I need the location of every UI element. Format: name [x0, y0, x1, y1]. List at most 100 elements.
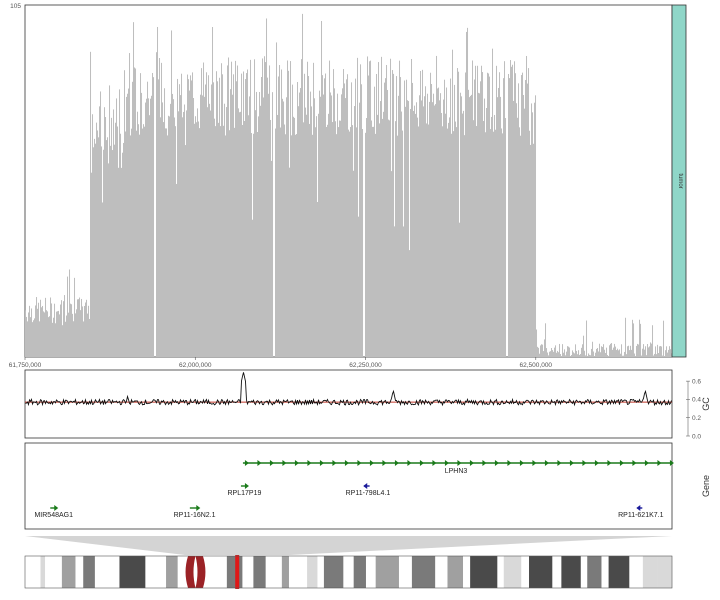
coverage-bar — [92, 114, 94, 358]
coverage-bar — [581, 347, 583, 357]
coverage-bar — [570, 355, 572, 357]
coverage-bar — [568, 346, 570, 357]
coverage-bar — [370, 60, 372, 357]
coverage-bar — [109, 85, 111, 358]
coverage-bar — [422, 69, 424, 358]
coverage-bar — [616, 350, 618, 357]
ideogram-band — [226, 556, 243, 588]
coverage-bar — [82, 306, 84, 357]
coverage-bar — [572, 350, 574, 357]
strand-arrow — [196, 505, 201, 511]
coverage-bar — [164, 88, 166, 358]
coverage-bar — [458, 71, 460, 357]
coverage-bar — [377, 114, 379, 357]
coverage-bar — [88, 305, 90, 357]
coverage-bar — [159, 58, 161, 358]
coverage-bar — [254, 59, 256, 358]
coverage-track: 105 61,750,000 62,000,000 62,250,000 62,500… — [9, 3, 687, 369]
coverage-bar — [528, 68, 530, 358]
coverage-bar — [136, 130, 138, 357]
coverage-bar — [424, 96, 426, 357]
coverage-bar — [85, 302, 87, 357]
coverage-bar — [615, 346, 617, 357]
coverage-bar — [42, 305, 44, 357]
coverage-bar — [102, 202, 104, 357]
coverage-bar — [156, 52, 158, 357]
coverage-bar — [169, 116, 171, 358]
coverage-bar — [565, 355, 567, 357]
coverage-bar — [399, 60, 401, 357]
coverage-bar — [531, 103, 533, 357]
ideogram-band — [580, 556, 588, 588]
coverage-bar — [354, 106, 356, 357]
coverage-bar — [597, 348, 599, 357]
coverage-bar — [587, 355, 589, 357]
coverage-bar — [83, 321, 85, 357]
coverage-bar — [547, 352, 549, 357]
strand-arrow — [382, 460, 387, 466]
ideogram-band — [398, 556, 413, 588]
coverage-bar — [46, 310, 48, 357]
coverage-bar — [57, 311, 59, 357]
coverage-bar — [198, 121, 200, 357]
coverage-bar — [67, 276, 69, 357]
coverage-bar — [108, 163, 110, 357]
coverage-bar — [202, 95, 204, 357]
coverage-bar — [138, 124, 140, 357]
coverage-bar — [668, 349, 670, 357]
coverage-bar — [295, 134, 297, 357]
coverage-bar — [384, 82, 386, 357]
coverage-bar — [391, 171, 393, 357]
strand-arrow — [363, 483, 368, 489]
coverage-bar — [30, 317, 32, 357]
coverage-bar — [261, 76, 263, 357]
coverage-bar — [269, 65, 271, 357]
coverage-bar — [600, 352, 602, 357]
strand-arrow — [569, 460, 574, 466]
coverage-bar — [37, 308, 39, 357]
ideogram-frame — [24, 555, 673, 589]
coverage-bar — [252, 219, 254, 357]
coverage-bar — [225, 135, 227, 357]
coverage-bar — [378, 62, 380, 357]
x-tick-label: 62,000,000 — [179, 362, 212, 369]
coverage-bar — [566, 351, 568, 357]
coverage-bar — [520, 135, 522, 357]
coverage-bar — [590, 355, 592, 357]
coverage-bar — [594, 355, 596, 357]
coverage-bar — [454, 84, 456, 358]
coverage-bar — [559, 343, 561, 357]
coverage-bar — [221, 63, 223, 357]
coverage-bar — [110, 145, 112, 357]
coverage-bar — [238, 108, 240, 357]
coverage-bar — [278, 76, 280, 357]
coverage-bar — [657, 344, 659, 357]
coverage-bar — [407, 100, 409, 358]
coverage-bar — [548, 355, 550, 357]
coverage-bar — [353, 170, 355, 357]
coverage-bar — [56, 311, 58, 357]
coverage-bar — [542, 344, 544, 357]
ideogram-highlight-marker — [235, 555, 240, 589]
coverage-bar — [633, 323, 635, 357]
coverage-bar — [534, 102, 536, 357]
coverage-bar — [34, 318, 36, 357]
coverage-bar — [555, 345, 557, 357]
gc-y-tick-label: 0.2 — [692, 415, 701, 422]
coverage-bar — [442, 126, 444, 357]
coverage-bar — [322, 75, 324, 357]
coverage-bar — [139, 134, 141, 357]
coverage-bar — [601, 346, 603, 357]
coverage-bar — [596, 348, 598, 357]
strand-arrow — [344, 460, 349, 466]
coverage-bar — [153, 77, 155, 357]
ideogram-band — [119, 556, 146, 588]
coverage-bar — [264, 56, 266, 358]
coverage-bar — [287, 60, 289, 358]
coverage-bar — [661, 346, 663, 357]
ideogram-band — [353, 556, 367, 588]
ideogram-band — [40, 556, 46, 588]
coverage-bar — [336, 134, 338, 357]
coverage-bar — [656, 354, 658, 357]
coverage-bar — [133, 22, 135, 358]
